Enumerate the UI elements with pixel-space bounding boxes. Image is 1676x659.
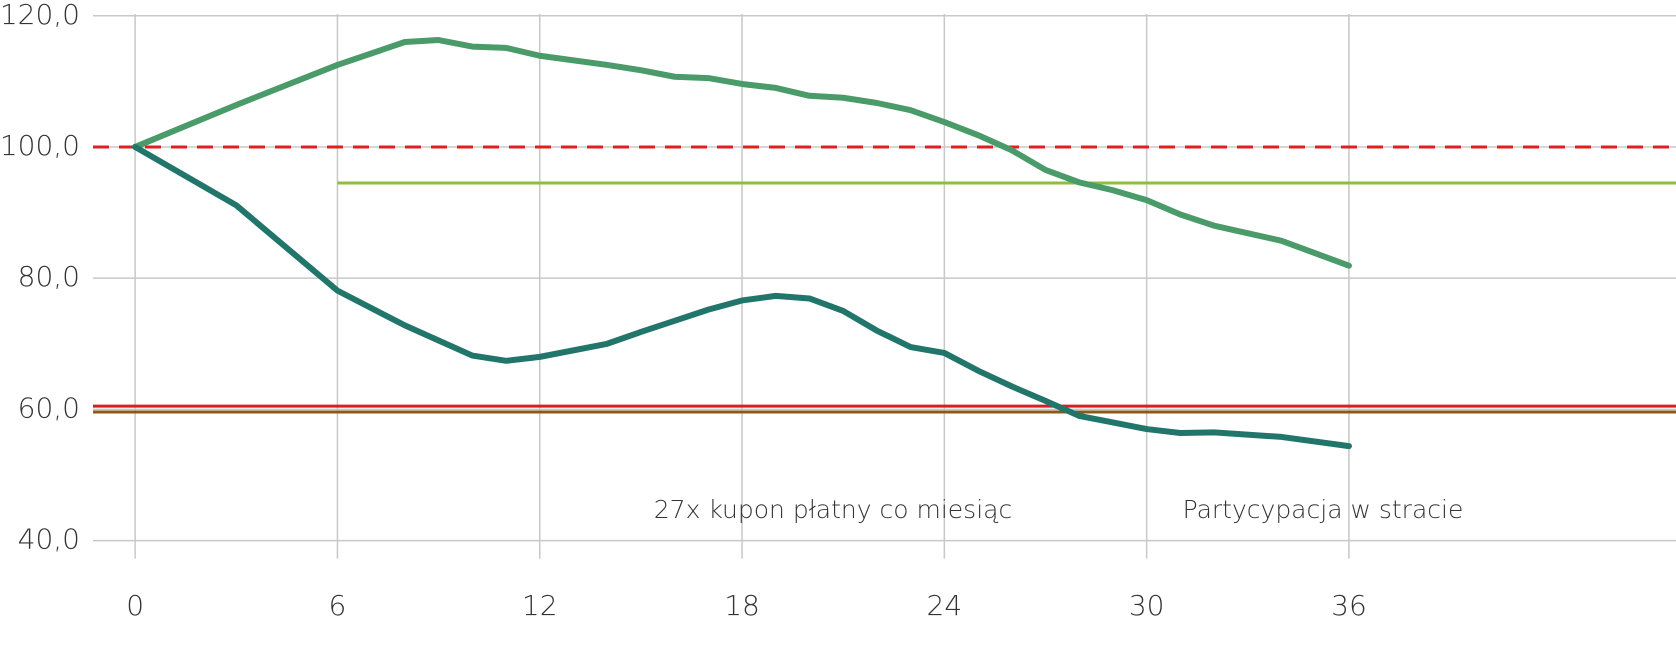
series-line [132,37,1352,269]
series-line [132,143,1352,450]
x-tick-label: 18 [724,589,760,622]
x-tick-label: 6 [329,589,347,622]
x-tick-label: 36 [1331,589,1367,622]
y-tick-label: 80,0 [18,260,80,293]
x-tick-label: 30 [1129,589,1165,622]
x-tick-label: 12 [522,589,558,622]
x-tick-label: 24 [927,589,963,622]
x-tick-label: 0 [126,589,144,622]
y-tick-label: 60,0 [18,391,80,424]
y-tick-label: 100,0 [0,129,80,162]
annotation: Partycypacja w stracie [1183,495,1464,524]
annotation: 27x kupon płatny co miesiąc [654,495,1012,524]
y-tick-label: 120,0 [0,0,80,31]
y-tick-label: 40,0 [18,523,80,556]
